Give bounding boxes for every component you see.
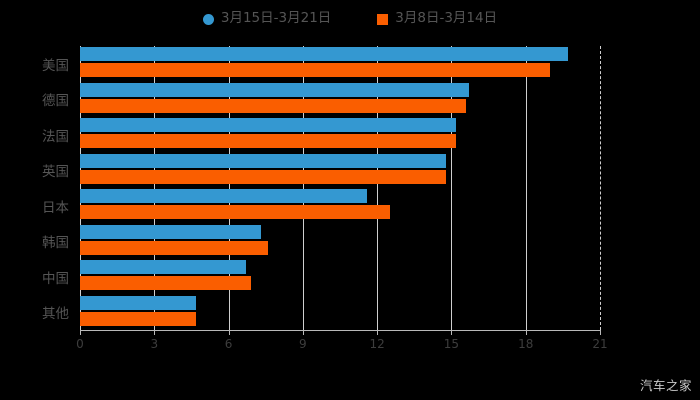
gridline-x-9 [302,46,304,330]
bar-4-series-1[interactable] [80,205,390,219]
y-axis-label-2: 法国 [42,128,69,145]
bar-7-series-0[interactable] [80,295,197,310]
category-group: 德国 [42,82,600,118]
bar-1-series-1[interactable] [80,98,467,113]
gridline-x-15 [451,46,453,330]
x-tick-label-15: 15 [443,337,460,351]
y-axis-label-1: 德国 [42,93,69,110]
category-group: 其他 [42,295,600,331]
bar-0-series-0[interactable] [80,47,568,61]
legend-entry-series-1[interactable]: 3月8日-3月14日 [377,12,497,26]
legend-label-series-0: 3月15日-3月21日 [220,10,332,27]
x-tick-6 [228,330,230,335]
chart-legend: 3月15日-3月21日 3月8日-3月14日 [0,6,700,32]
x-tick-label-0: 0 [76,337,84,351]
x-tick-21 [600,330,601,335]
bar-0-series-1[interactable] [80,63,551,77]
y-axis-label-3: 英国 [42,164,69,181]
bar-3-series-1[interactable] [80,169,447,184]
legend-marker-square-icon [377,13,389,25]
plot-area: 美国德国法国英国日本韩国中国其他 [42,46,600,331]
x-tick-3 [154,330,156,335]
x-tick-label-6: 6 [224,337,233,351]
category-group: 法国 [42,117,600,153]
y-axis-label-5: 韩国 [42,235,69,252]
x-tick-label-12: 12 [369,337,385,351]
category-group: 日本 [42,188,600,224]
bar-6-series-1[interactable] [80,276,251,290]
bar-5-series-1[interactable] [80,240,269,255]
category-group: 中国 [42,259,600,295]
gridline-x-3 [154,46,156,330]
bar-4-series-0[interactable] [80,189,368,203]
x-axis-line [80,330,601,331]
x-tick-15 [451,330,453,335]
x-tick-12 [377,330,379,335]
gridline-x-0 [80,46,81,330]
bar-2-series-1[interactable] [80,134,457,148]
category-group: 韩国 [42,224,600,260]
x-tick-label-18: 18 [518,337,534,351]
x-tick-9 [302,330,304,335]
category-group: 美国 [42,46,600,82]
bar-6-series-0[interactable] [80,260,246,274]
x-tick-label-3: 3 [150,337,159,351]
bar-1-series-0[interactable] [80,82,469,97]
legend-entry-series-0[interactable]: 3月15日-3月21日 [202,10,332,27]
y-axis-label-4: 日本 [42,199,69,216]
legend-marker-circle-icon [202,13,214,25]
x-tick-0 [80,330,81,335]
x-tick-18 [525,330,527,335]
bar-5-series-0[interactable] [80,224,261,239]
bar-3-series-0[interactable] [80,153,447,168]
gridline-x-12 [377,46,379,330]
bar-7-series-1[interactable] [80,311,197,326]
bar-2-series-0[interactable] [80,118,457,132]
x-tick-label-21: 21 [592,337,608,351]
watermark-label: 汽车之家 [639,378,692,393]
gridline-x-21 [600,46,601,330]
x-tick-label-9: 9 [299,337,307,351]
category-group: 英国 [42,153,600,189]
y-axis-label-7: 其他 [42,306,69,323]
y-axis-label-0: 美国 [42,57,69,74]
gridline-x-18 [525,46,527,330]
legend-label-series-1: 3月8日-3月14日 [395,10,498,27]
gridline-x-6 [228,46,230,330]
y-axis-label-6: 中国 [42,270,69,287]
